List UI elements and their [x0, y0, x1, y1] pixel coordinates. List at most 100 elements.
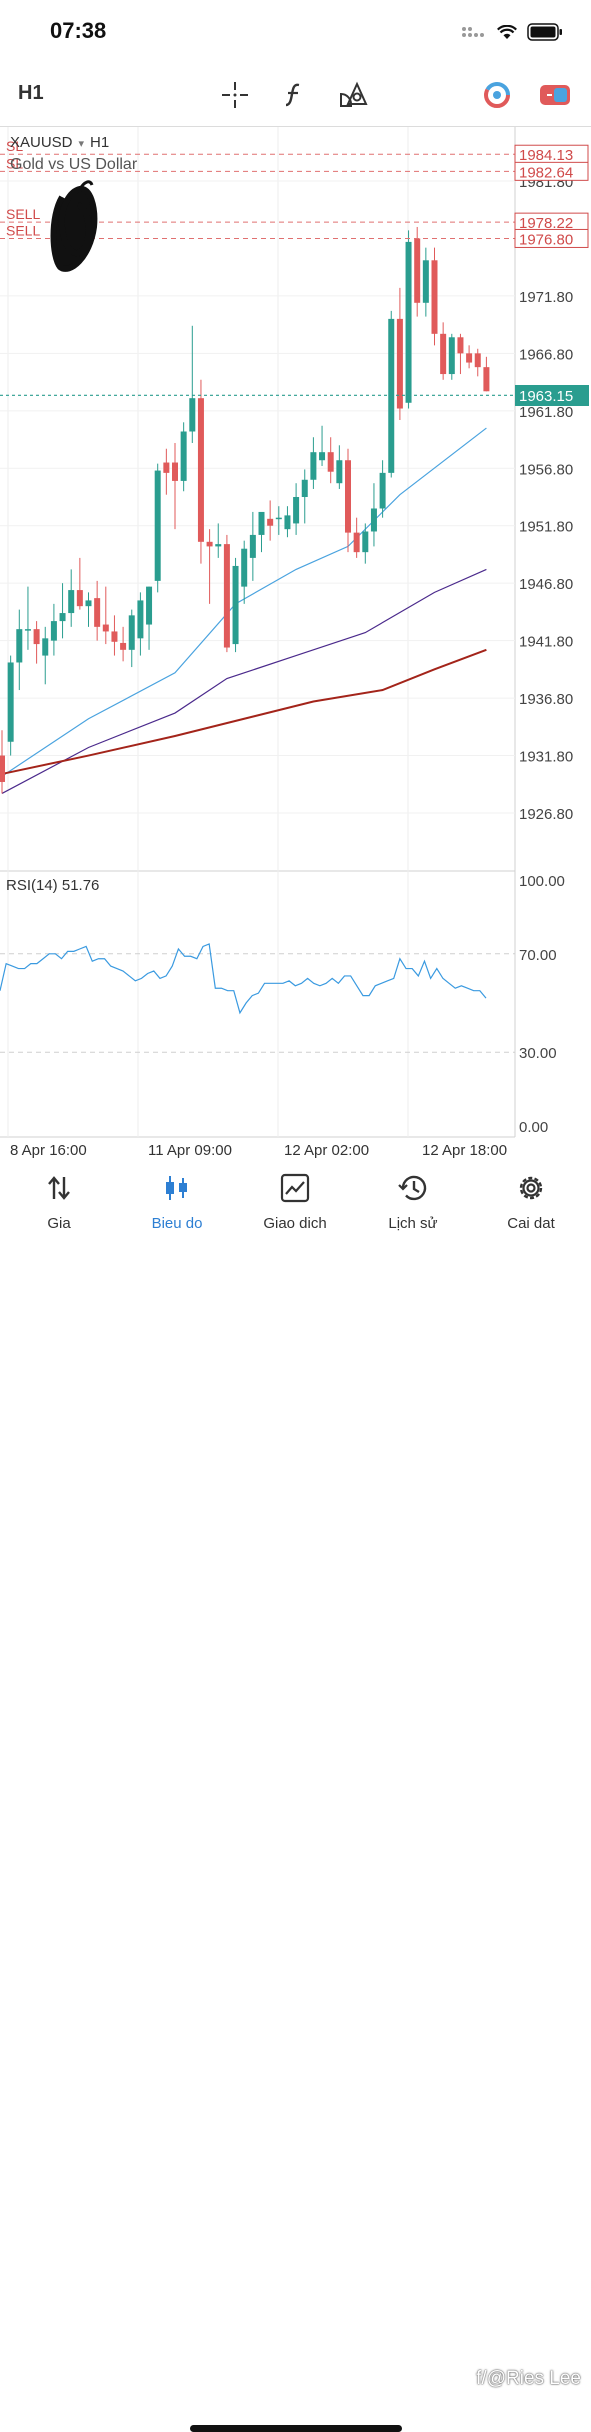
- price-tick-label: 1946.80: [519, 576, 573, 593]
- candle-body: [448, 337, 455, 375]
- candle-body: [85, 600, 92, 607]
- price-tick-label: 1961.80: [519, 404, 573, 421]
- candle-body: [146, 586, 153, 625]
- current-price-tag: [515, 385, 589, 406]
- candle-body: [102, 624, 109, 632]
- candle-body: [163, 462, 170, 473]
- candles-icon: [166, 1176, 187, 1200]
- time-tick-label: 12 Apr 18:00: [422, 1142, 507, 1159]
- order-price-tag: [514, 228, 589, 248]
- price-tick-label: 1971.80: [519, 289, 573, 306]
- timeframe-button[interactable]: H1: [18, 82, 44, 104]
- order-price-label: 1976.80: [519, 231, 573, 248]
- candle-body: [128, 615, 135, 650]
- time-tick-label: 12 Apr 02:00: [284, 1142, 369, 1159]
- candle-body: [267, 518, 274, 526]
- candle-body: [137, 600, 144, 639]
- watermark: f/@Ries Lee: [476, 2368, 581, 2389]
- order-price-label: 1982.64: [519, 164, 573, 181]
- time-tick-label: 8 Apr 16:00: [10, 1142, 87, 1159]
- ma-mid-line: [1, 568, 487, 794]
- candle-body: [76, 590, 83, 607]
- candle-body: [50, 621, 57, 641]
- price-tick-label: 1931.80: [519, 749, 573, 766]
- candle-body: [42, 638, 49, 656]
- nav-history-label: Lịch sử: [388, 1215, 438, 1232]
- trade-chart-icon: [280, 1173, 310, 1203]
- nav-chart[interactable]: Bieu do: [122, 1171, 232, 1243]
- candle-body: [414, 238, 421, 303]
- rsi-tick-label: 30.00: [519, 1045, 557, 1062]
- rsi-tick-label: 70.00: [519, 947, 557, 964]
- chart-area[interactable]: 1981.80 1971.80 1966.80 1961.80 1956.80 1951.…: [0, 127, 591, 1162]
- candle-body: [362, 531, 369, 553]
- nav-quotes-label: Gia: [47, 1215, 71, 1232]
- nav-settings[interactable]: Cai dat: [476, 1171, 586, 1243]
- quotes-arrows-icon: [48, 1176, 70, 1200]
- chart-toolbar: H1: [0, 64, 591, 127]
- nav-history[interactable]: Lịch sử: [358, 1171, 468, 1243]
- candle-body: [154, 470, 161, 581]
- status-icons: [461, 20, 563, 44]
- symbol-label[interactable]: XAUUSD ▾ H1: [10, 134, 109, 151]
- indicators-button[interactable]: [277, 78, 311, 112]
- rsi-tick-label: 100.00: [519, 873, 565, 890]
- objects-button[interactable]: [336, 78, 370, 112]
- nav-chart-label: Bieu do: [151, 1215, 203, 1232]
- nav-quotes[interactable]: Gia: [4, 1171, 114, 1243]
- candle-body: [59, 613, 66, 622]
- candle-body: [319, 452, 326, 461]
- nav-trade[interactable]: Giao dich: [240, 1171, 350, 1243]
- candle-body: [197, 398, 204, 542]
- price-chart[interactable]: 1981.801971.801966.801961.801956.801951.…: [0, 127, 591, 1162]
- order-level-label: SELL: [6, 222, 40, 238]
- rsi-tick-label: 0.00: [519, 1119, 548, 1136]
- function-icon: [285, 83, 300, 107]
- cellular-signal-icon: [462, 27, 484, 37]
- candle-body: [33, 629, 40, 645]
- nav-trade-label: Giao dich: [263, 1215, 327, 1232]
- candle-body: [94, 598, 101, 627]
- candle-body: [16, 629, 23, 663]
- candle-body: [180, 431, 187, 481]
- status-time: 07:38: [50, 18, 107, 43]
- candle-body: [293, 497, 300, 524]
- price-tick-label: 1966.80: [519, 346, 573, 363]
- time-tick-label: 11 Apr 09:00: [148, 1142, 232, 1159]
- candle-body: [353, 532, 360, 553]
- symbol-description: Gold vs US Dollar: [10, 156, 138, 173]
- order-level-label: SL: [6, 155, 23, 171]
- candle-body: [405, 241, 412, 403]
- candle-body: [7, 662, 14, 742]
- candle-body: [483, 367, 490, 392]
- candle-body: [215, 544, 222, 547]
- candle-body: [120, 642, 127, 650]
- order-level-label: SL: [6, 138, 23, 154]
- candle-body: [370, 508, 377, 532]
- candle-body: [111, 631, 118, 642]
- candle-body: [310, 452, 317, 480]
- candle-body: [24, 629, 31, 631]
- trade-button[interactable]: [538, 78, 572, 112]
- candle-body: [379, 472, 386, 509]
- candle-body: [68, 590, 75, 614]
- rsi-line: [0, 943, 487, 1015]
- status-bar: 07:38: [0, 0, 591, 64]
- shapes-icon: [340, 81, 368, 107]
- candle-body: [301, 479, 308, 497]
- candle-body: [457, 337, 464, 354]
- crosshair-button[interactable]: [218, 78, 252, 112]
- order-price-label: 1978.22: [519, 215, 573, 232]
- candle-body: [232, 565, 239, 645]
- candle-body: [466, 353, 473, 363]
- price-tick-label: 1956.80: [519, 461, 573, 478]
- signal-button[interactable]: [480, 78, 514, 112]
- candle-body: [396, 318, 403, 409]
- candle-body: [0, 755, 5, 782]
- candle-body: [422, 260, 429, 303]
- candle-body: [249, 534, 256, 558]
- price-tick-label: 1936.80: [519, 691, 573, 708]
- order-price-tag: [514, 161, 589, 181]
- candle-body: [241, 548, 248, 587]
- history-icon: [398, 1175, 427, 1201]
